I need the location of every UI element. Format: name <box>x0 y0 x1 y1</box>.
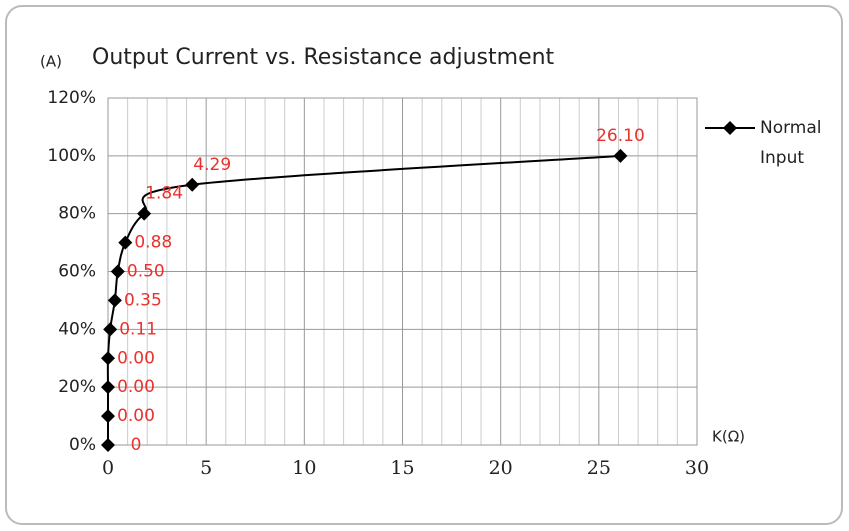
y-tick-label: 40% <box>58 319 96 339</box>
y-axis-label: (A) <box>40 53 62 71</box>
x-tick-label: 20 <box>489 457 513 479</box>
data-label: 0.00 <box>117 348 155 368</box>
x-tick-label: 25 <box>587 457 611 479</box>
marker <box>107 293 122 308</box>
x-tick-label: 5 <box>200 457 212 479</box>
y-tick-label: 80% <box>58 204 96 224</box>
y-tick-label: 20% <box>58 377 96 397</box>
marker <box>110 264 125 279</box>
x-tick-label: 15 <box>390 457 414 479</box>
data-label: 0.00 <box>117 377 155 397</box>
y-tick-label: 60% <box>58 262 96 282</box>
data-label: 0.11 <box>119 319 157 339</box>
marker <box>118 235 133 250</box>
x-tick-label: 0 <box>102 457 114 479</box>
data-label: 4.29 <box>193 155 231 175</box>
marker <box>101 380 115 395</box>
data-label: 0.88 <box>134 233 172 253</box>
y-tick-label: 0% <box>69 435 96 455</box>
legend-label-line: Normal <box>760 118 827 138</box>
y-tick-label: 120% <box>47 88 96 108</box>
chart-title: Output Current vs. Resistance adjustment <box>92 45 555 70</box>
data-label: 0.00 <box>117 406 155 426</box>
data-label: 0.50 <box>127 262 165 282</box>
legend-marker <box>723 121 737 135</box>
y-tick-label: 100% <box>47 146 96 166</box>
data-label: 0.35 <box>124 290 162 310</box>
x-tick-label: 30 <box>685 457 709 479</box>
legend-label-line: Input <box>760 148 804 168</box>
marker <box>137 206 152 221</box>
marker <box>101 438 115 452</box>
marker <box>103 322 118 337</box>
legend-label: Normal Input <box>760 118 827 168</box>
marker <box>185 177 200 192</box>
data-label: 1.84 <box>145 184 183 204</box>
data-label: 26.10 <box>596 126 645 146</box>
x-axis-label: K(Ω) <box>712 428 745 446</box>
marker <box>101 409 115 424</box>
marker <box>101 351 115 366</box>
x-tick-label: 10 <box>292 457 316 479</box>
marker <box>613 148 628 163</box>
data-label: 0 <box>131 435 142 455</box>
